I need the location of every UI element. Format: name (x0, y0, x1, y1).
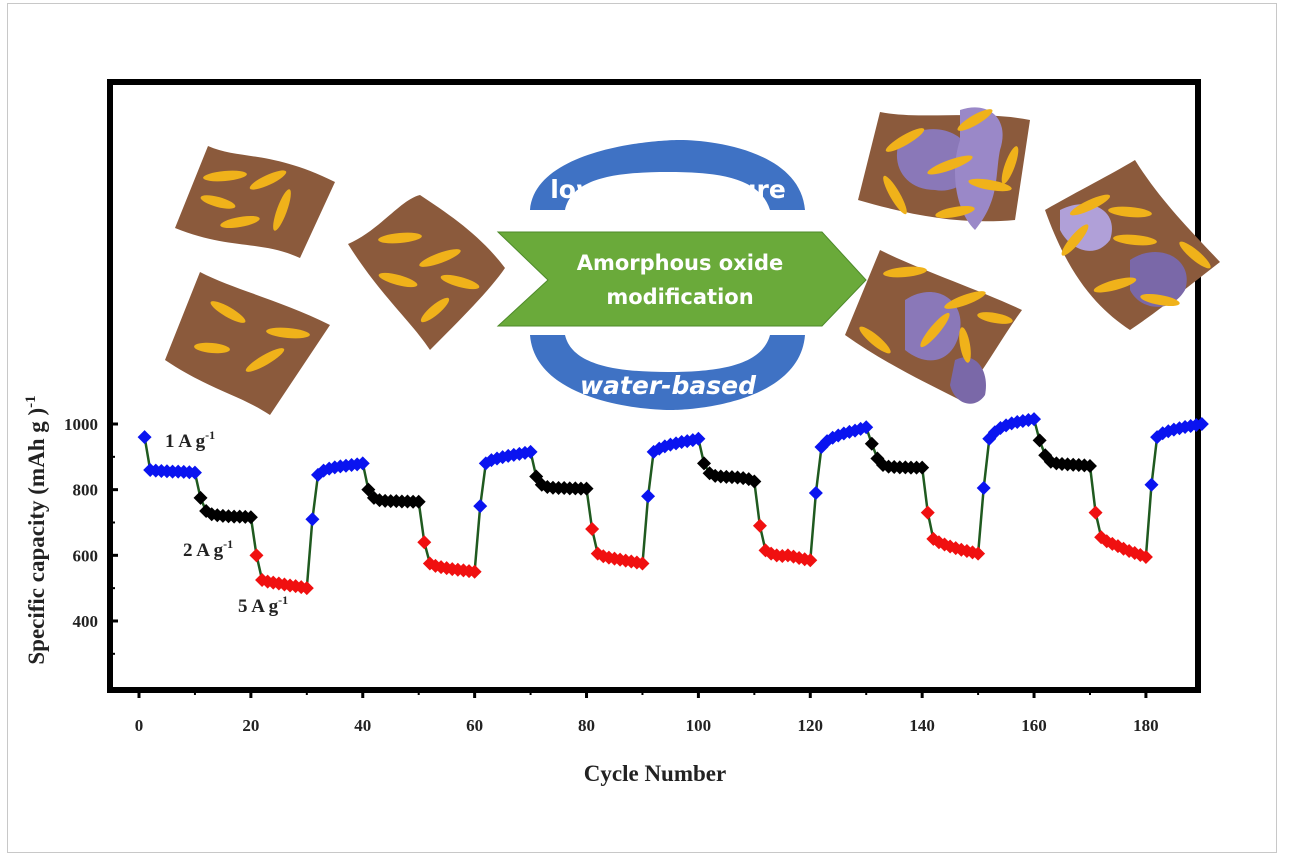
annotation-5A: 5 A g-1 (238, 593, 288, 617)
data-point-2A (747, 474, 762, 489)
low-temperature-arc: low temperature (530, 140, 805, 210)
plot-frame (107, 79, 1201, 693)
data-series (137, 412, 1209, 596)
bottom-arc-text: water-based (580, 371, 757, 400)
data-point-2A (864, 436, 879, 451)
y-axis-title-main: Specific capacity (mAh g ) (24, 408, 49, 665)
annotation-text: 1 A g (165, 431, 206, 452)
data-point-1A (641, 489, 656, 504)
water-based-arc: water-based (530, 335, 805, 410)
data-point-5A (920, 505, 935, 520)
data-point-1A (355, 456, 370, 471)
data-point-2A (243, 510, 258, 525)
x-tick-label: 80 (578, 716, 595, 735)
y-tick-label: 400 (73, 612, 99, 631)
x-tick-label: 60 (466, 716, 483, 735)
data-point-5A (467, 564, 482, 579)
x-axis-title: Cycle Number (584, 761, 726, 786)
annotation-2A: 2 A g-1 (183, 537, 233, 561)
data-point-1A (976, 481, 991, 496)
data-point-2A (411, 494, 426, 509)
data-point-5A (752, 518, 767, 533)
y-axis: 400 600 800 1000 (64, 415, 118, 655)
data-point-1A (859, 420, 874, 435)
data-point-5A (1088, 505, 1103, 520)
data-point-5A (299, 581, 314, 596)
graphene-sheet-icon (165, 272, 330, 415)
modified-sheet-icon (845, 250, 1022, 404)
y-axis-title: Specific capacity (mAh g )-1 (23, 395, 49, 664)
data-point-2A (915, 460, 930, 475)
data-point-2A (696, 456, 711, 471)
graphene-sheet-icon (348, 195, 505, 350)
x-tick-label: 100 (686, 716, 712, 735)
data-point-5A (803, 553, 818, 568)
x-tick-label: 180 (1133, 716, 1159, 735)
data-point-5A (971, 546, 986, 561)
annotation-sup: -1 (223, 537, 233, 551)
data-point-1A (305, 512, 320, 527)
modified-sheet-icon (1045, 160, 1220, 330)
annotation-sup: -1 (278, 593, 288, 607)
data-point-1A (808, 485, 823, 500)
annotation-text: 2 A g (183, 540, 224, 561)
x-axis: 0 20 40 60 80 100 120 140 160 180 (135, 690, 1159, 735)
x-tick-label: 0 (135, 716, 144, 735)
arrow-text-line1: Amorphous oxide (577, 251, 784, 275)
top-arc-text: low temperature (550, 175, 786, 204)
x-tick-label: 40 (354, 716, 371, 735)
data-point-5A (249, 548, 264, 563)
x-tick-label: 120 (798, 716, 824, 735)
data-point-5A (1138, 549, 1153, 564)
graphene-sheet-icon (175, 146, 335, 258)
data-point-1A (1144, 477, 1159, 492)
arrow-text-line2: modification (606, 285, 753, 309)
data-point-2A (193, 490, 208, 505)
data-point-5A (585, 522, 600, 537)
arrow-shape: Amorphous oxide modification (496, 231, 867, 327)
annotation-1A: 1 A g-1 (165, 428, 215, 452)
data-point-1A (187, 465, 202, 480)
data-point-1A (473, 499, 488, 514)
data-point-5A (417, 535, 432, 550)
annotation-sup: -1 (205, 428, 215, 442)
y-tick-label: 800 (73, 481, 99, 500)
data-point-1A (691, 431, 706, 446)
data-point-1A (137, 430, 152, 445)
data-point-2A (579, 481, 594, 496)
data-point-5A (635, 556, 650, 571)
data-point-1A (523, 444, 538, 459)
data-point-2A (1032, 433, 1047, 448)
x-tick-label: 20 (242, 716, 259, 735)
modified-sheet-icon (858, 107, 1030, 230)
annotation-text: 5 A g (238, 596, 279, 617)
data-point-1A (1194, 417, 1209, 431)
y-tick-label: 1000 (64, 415, 98, 434)
y-axis-title-sup: -1 (23, 395, 39, 408)
y-tick-label: 600 (73, 546, 99, 565)
data-point-1A (1027, 412, 1042, 427)
x-tick-label: 160 (1021, 716, 1047, 735)
data-point-2A (1082, 459, 1097, 474)
x-tick-label: 140 (909, 716, 935, 735)
illustration: low temperature Amorphous oxide modifica… (165, 107, 1220, 415)
